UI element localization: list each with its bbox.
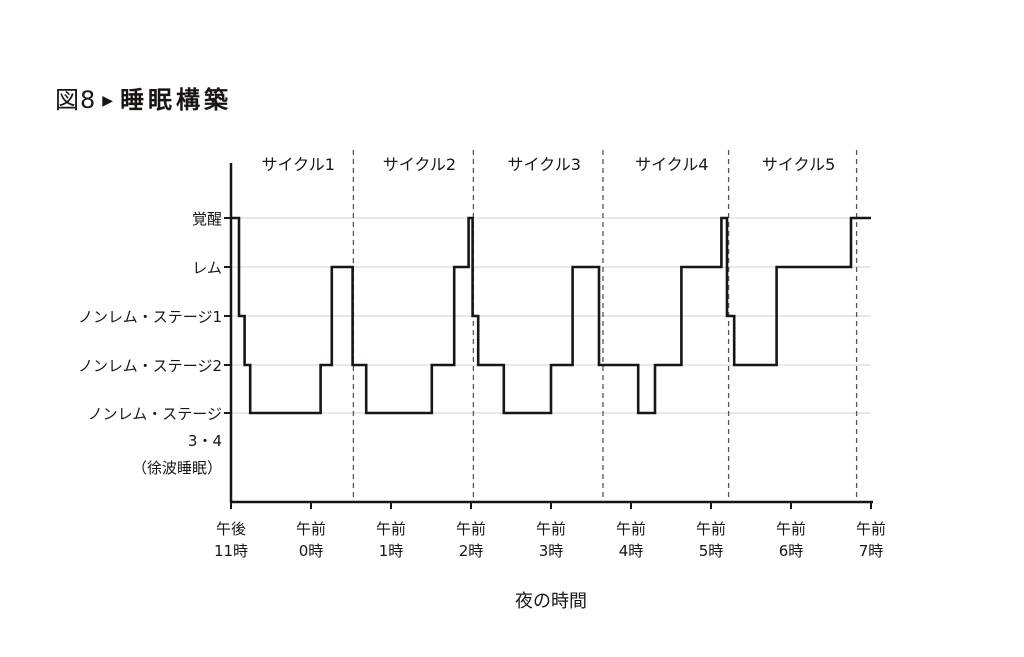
cycle-label: サイクル4 [635,155,708,174]
y-tick-label: レム [192,259,222,277]
triangle-right-icon: ▶ [102,93,115,109]
x-tick-label: 午後 [216,520,246,538]
cycle-label: サイクル2 [383,155,456,174]
x-axis-label: 夜の時間 [515,591,587,612]
figure-title: 図8 ▶ 睡眠構築 [55,80,232,115]
x-tick-label: 7時 [859,542,884,560]
x-tick-label: 午前 [536,520,566,538]
y-tick-label: ノンレム・ステージ1 [78,308,222,326]
y-tick-label: ノンレム・ステージ2 [78,357,222,375]
x-tick-label: 午前 [296,520,326,538]
y-tick-label: 覚醒 [192,210,222,228]
y-tick-label: 3・4 [188,432,222,450]
figure-number: 図8 [55,86,97,114]
x-tick-label: 午前 [616,520,646,538]
x-tick-label: 5時 [699,542,724,560]
y-tick-label: ノンレム・ステージ [88,405,222,423]
cycle-label: サイクル5 [762,155,835,174]
x-tick-label: 11時 [214,542,248,560]
x-tick-label: 午前 [856,520,886,538]
x-tick-label: 2時 [459,542,484,560]
x-tick-label: 4時 [619,542,644,560]
x-tick-label: 午前 [376,520,406,538]
x-tick-label: 午前 [776,520,806,538]
cycle-label: サイクル1 [262,155,335,174]
sleep-stage-line [231,216,871,415]
cycle-label: サイクル3 [508,155,581,174]
x-tick-label: 6時 [779,542,804,560]
x-tick-label: 1時 [379,542,404,560]
x-tick-label: 0時 [299,542,324,560]
x-tick-label: 3時 [539,542,564,560]
chart-title: 睡眠構築 [120,86,233,114]
x-tick-label: 午前 [456,520,486,538]
x-tick-label: 午前 [696,520,726,538]
y-tick-label: （徐波睡眠） [132,459,222,477]
